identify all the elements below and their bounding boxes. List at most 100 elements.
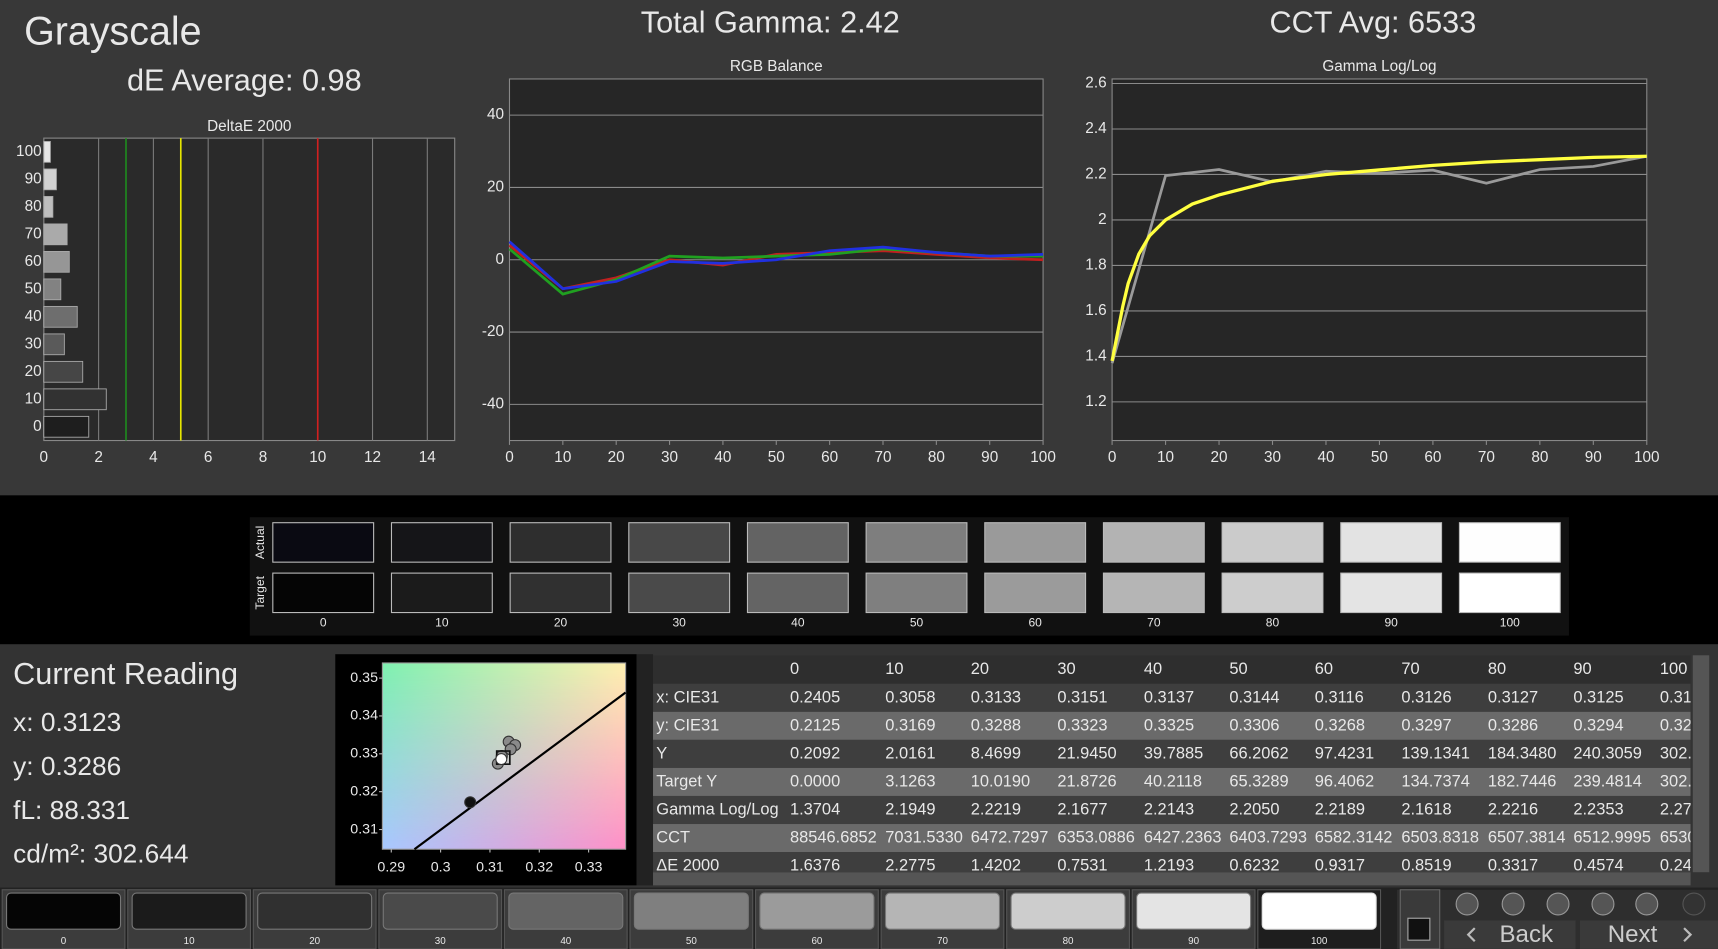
x-tick-label: 8 [259, 449, 268, 466]
bar [43, 278, 62, 301]
data-point [504, 743, 517, 756]
table-header-bg [653, 655, 1691, 684]
column-header: 80 [1488, 660, 1506, 678]
series-line [1110, 154, 1648, 364]
y-tick-label: -20 [482, 323, 504, 340]
y-tick-label: -40 [482, 395, 504, 412]
vertical-scrollbar[interactable] [1692, 655, 1710, 873]
table-cell: 65.3289 [1229, 773, 1288, 791]
play-button[interactable] [1501, 892, 1525, 916]
row-label: Y [656, 744, 667, 762]
refresh-button[interactable] [1635, 892, 1659, 916]
actual-swatch [1340, 522, 1443, 563]
extra-button[interactable] [1682, 892, 1706, 916]
bar [43, 141, 51, 163]
table-cell: 88546.6852 [790, 829, 877, 847]
table-cell: 1.6376 [790, 857, 840, 875]
level-button-label: 40 [560, 936, 571, 947]
loop-button[interactable] [1591, 892, 1615, 916]
x-tick-label: 70 [874, 449, 891, 466]
y-tick-label: 1.2 [1085, 393, 1106, 410]
back-button[interactable] [1444, 920, 1576, 949]
table-cell: 302. [1660, 773, 1692, 791]
table-row-bg [653, 711, 1691, 740]
table-cell: 6503.8318 [1401, 829, 1479, 847]
table-cell: 0.3126 [1401, 688, 1451, 706]
target-label: Target [253, 575, 267, 609]
table-row-bg [653, 852, 1691, 873]
level-label: 100 [1500, 616, 1520, 630]
table-cell: 139.1341 [1401, 744, 1470, 762]
x-tick-label: 80 [1531, 449, 1548, 466]
level-button-swatch [633, 892, 749, 930]
reading-x: x: 0.3123 [13, 707, 121, 737]
table-cell: 2.2189 [1315, 801, 1365, 819]
target-swatch [1102, 572, 1205, 614]
y-tick-label: 20 [25, 363, 42, 380]
level-label: 20 [554, 616, 568, 630]
target-swatch [865, 572, 968, 614]
reading-luminance: cd/m²: 302.644 [13, 839, 188, 869]
horizontal-scrollbar[interactable] [653, 872, 1691, 886]
y-tick-label: 0.34 [350, 708, 378, 724]
table-cell: 2.1677 [1057, 801, 1107, 819]
table-cell: 97.4231 [1315, 744, 1374, 762]
level-label: 80 [1266, 616, 1280, 630]
table-cell: 0.3286 [1488, 716, 1538, 734]
table-cell: 0.3317 [1488, 857, 1538, 875]
x-tick-label: 60 [821, 449, 838, 466]
x-tick-label: 70 [1478, 449, 1495, 466]
x-tick-label: 0 [505, 449, 514, 466]
column-header: 20 [971, 660, 989, 678]
reading-fl: fL: 88.331 [13, 795, 130, 825]
table-cell: 2.1949 [885, 801, 935, 819]
column-header: 10 [885, 660, 903, 678]
column-header: 90 [1573, 660, 1591, 678]
target-swatch [1340, 572, 1443, 614]
table-cell: 6582.3142 [1315, 829, 1393, 847]
x-tick-label: 100 [1634, 449, 1660, 466]
bar [43, 305, 78, 328]
y-tick-label: 0.32 [350, 783, 378, 799]
table-cell: 21.8726 [1057, 773, 1116, 791]
actual-swatch [865, 522, 968, 563]
target-swatch [1221, 572, 1324, 614]
back-icon [1466, 927, 1476, 943]
x-tick-label: 40 [714, 449, 731, 466]
table-cell: 2.2219 [971, 801, 1021, 819]
target-swatch [1458, 572, 1561, 614]
actual-swatch [272, 522, 375, 563]
x-tick-label: 20 [608, 449, 625, 466]
bar [43, 223, 68, 246]
chart-title: RGB Balance [730, 58, 823, 75]
record-button[interactable] [1455, 892, 1479, 916]
table-cell: 0.2125 [790, 716, 840, 734]
table-cell: 0.3268 [1315, 716, 1365, 734]
table-cell: 6472.7297 [971, 829, 1049, 847]
step-button[interactable] [1546, 892, 1570, 916]
table-cell: 0.3125 [1573, 688, 1623, 706]
x-tick-label: 0.29 [377, 860, 405, 876]
table-cell: 3.1263 [885, 773, 935, 791]
y-tick-label: 1.4 [1085, 347, 1107, 364]
table-cell: 1.4202 [971, 857, 1021, 875]
series-line [508, 240, 1044, 291]
next-button[interactable] [1579, 920, 1718, 949]
table-cell: 0.2092 [790, 744, 840, 762]
y-tick-label: 30 [25, 335, 42, 352]
y-tick-label: 0.35 [350, 670, 378, 686]
level-button-swatch [884, 892, 1001, 930]
y-tick-label: 2.6 [1085, 75, 1106, 92]
bar [43, 196, 54, 218]
target-swatch [984, 572, 1087, 614]
data-table: 0 10 20 30 40 50 60 70 80 90 100 x: CIE31 0.2405 0.30… [653, 655, 1692, 875]
actual-swatch [1102, 522, 1205, 563]
y-tick-label: 0 [33, 418, 42, 435]
table-cell: 0.31 [1660, 688, 1692, 706]
table-cell: 0.3288 [971, 716, 1021, 734]
bar [43, 415, 90, 438]
actual-swatch [509, 522, 612, 563]
table-cell: 0.32 [1660, 716, 1692, 734]
data-point [495, 753, 508, 766]
